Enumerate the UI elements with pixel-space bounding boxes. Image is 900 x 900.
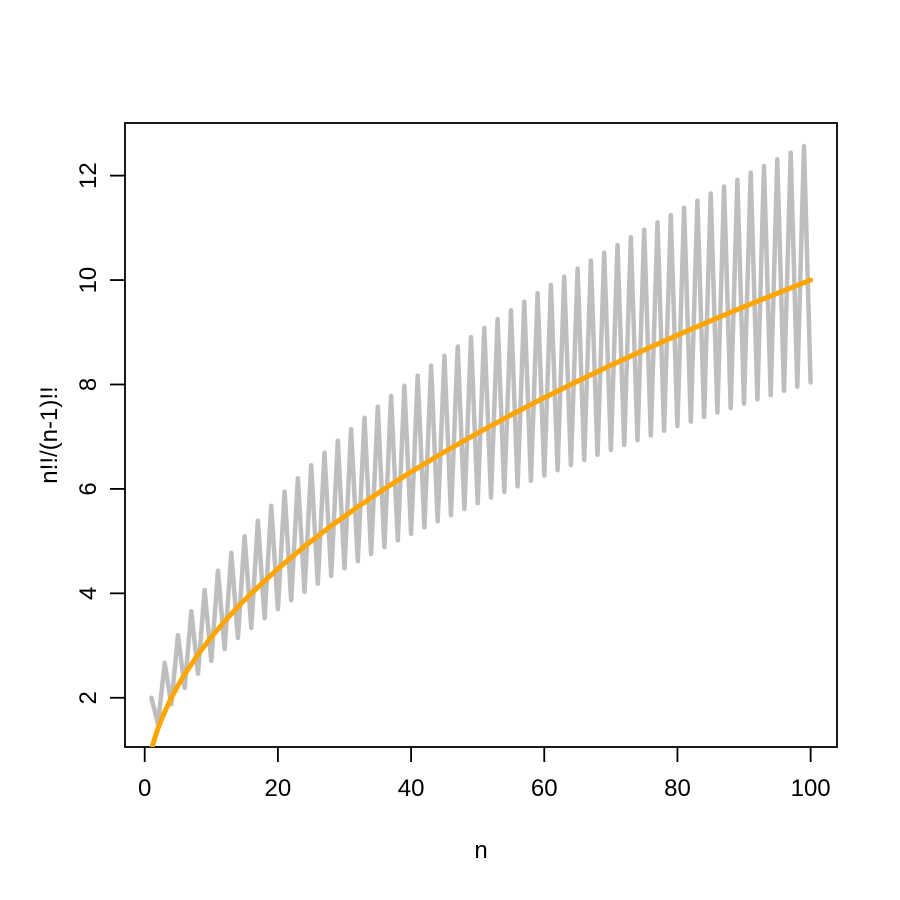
y-axis-title: n!!/(n-1)!! [36,386,63,483]
y-tick-label: 10 [75,267,102,294]
y-tick-label: 2 [75,691,102,704]
x-tick-label: 0 [138,775,151,802]
x-tick-label: 20 [265,775,292,802]
x-tick-label: 80 [664,775,691,802]
y-tick-label: 12 [75,162,102,189]
y-tick-label: 4 [75,587,102,600]
x-axis-title: n [474,837,487,864]
x-tick-label: 40 [398,775,425,802]
double-factorial-ratio-line [149,143,813,727]
plot-box [124,122,838,748]
y-tick-label: 6 [75,482,102,495]
y-tick-label: 8 [75,378,102,391]
x-axis: 0 20 40 60 80 100 [138,747,831,802]
y-axis: 2 4 6 8 10 12 [75,162,125,704]
sqrt-n-curve-line [149,277,814,747]
x-tick-label: 60 [531,775,558,802]
plot-series [149,143,814,747]
x-tick-label: 100 [791,775,831,802]
